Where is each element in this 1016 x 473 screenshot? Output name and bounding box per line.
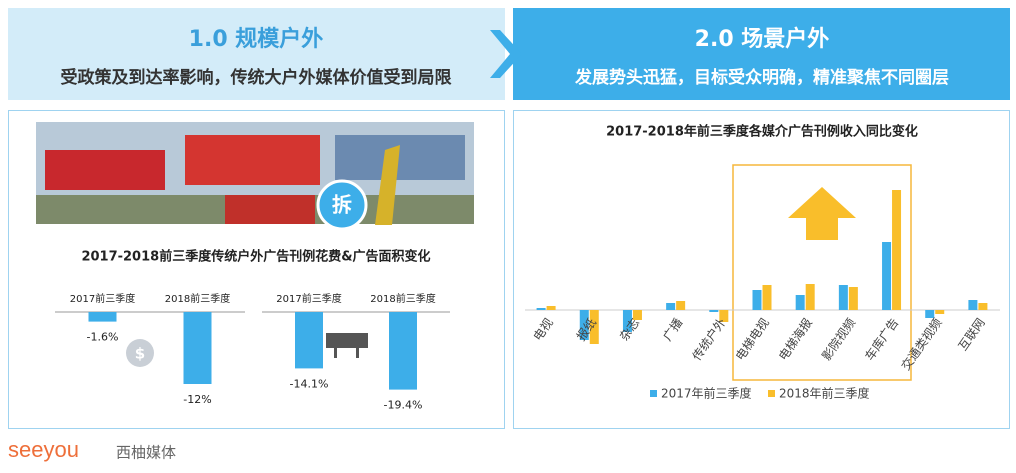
up-arrow xyxy=(788,187,856,240)
money-icon: $ xyxy=(126,339,154,367)
x-tick-label: 传统户外 xyxy=(689,315,729,363)
bar xyxy=(632,310,642,320)
legend-label: 2018年前三季度 xyxy=(779,386,870,401)
right-title: 2.0 场景户外 xyxy=(695,26,830,52)
left-header-bg xyxy=(8,8,505,100)
bar xyxy=(968,300,978,310)
bar xyxy=(719,310,729,322)
bar xyxy=(925,310,935,318)
bar xyxy=(676,301,686,310)
photo xyxy=(36,122,474,225)
bar xyxy=(546,306,556,310)
badge xyxy=(316,179,368,231)
x-tick-label: 影院视频 xyxy=(818,315,858,363)
brand-cn: 西柚媒体 xyxy=(116,444,176,462)
bar xyxy=(882,242,892,310)
bar xyxy=(805,284,815,310)
bar xyxy=(752,290,762,310)
right-subtitle: 发展势头迅猛，目标受众明确，精准聚焦不同圈层 xyxy=(574,67,949,88)
bar xyxy=(295,312,323,369)
right-panel xyxy=(513,110,1010,429)
highlight-box xyxy=(732,164,912,381)
value-label: -19.4% xyxy=(384,399,423,412)
bar xyxy=(536,308,546,310)
x-tick-label: 广播 xyxy=(660,316,685,344)
left-title: 1.0 规模户外 xyxy=(189,26,324,52)
chart-title: 2017-2018年前三季度各媒介广告刊例收入同比变化 xyxy=(606,124,918,140)
x-tick-label: 交通类视频 xyxy=(898,315,945,373)
value-label: -14.1% xyxy=(290,377,329,390)
bar xyxy=(666,303,676,310)
legend-swatch xyxy=(768,390,775,397)
bar xyxy=(848,287,858,310)
bar xyxy=(838,285,848,310)
x-tick-label: 车库广告 xyxy=(862,315,902,363)
bar xyxy=(389,312,417,390)
bar xyxy=(795,295,805,310)
x-tick-label: 电梯海报 xyxy=(775,315,815,363)
bar xyxy=(183,312,212,384)
value-label: -1.6% xyxy=(87,331,119,344)
legend-swatch xyxy=(650,390,657,397)
category-label: 2017前三季度 xyxy=(276,292,341,305)
left-subtitle: 受政策及到达率影响，传统大户外媒体价值受到局限 xyxy=(61,67,452,88)
badge-text: 拆 xyxy=(332,193,352,217)
value-label: -12% xyxy=(183,393,211,406)
bar xyxy=(978,303,988,310)
bar xyxy=(589,310,599,344)
bar xyxy=(892,190,902,310)
bar xyxy=(622,310,632,332)
bar xyxy=(709,310,719,312)
category-label: 2018前三季度 xyxy=(165,292,230,305)
category-label: 2018前三季度 xyxy=(370,292,435,305)
left-panel xyxy=(8,110,505,429)
category-label: 2017前三季度 xyxy=(70,292,135,305)
svg-text:$: $ xyxy=(135,345,145,363)
bar xyxy=(762,285,772,310)
x-tick-label: 电视 xyxy=(530,315,556,343)
bar xyxy=(579,310,589,340)
right-header-bg xyxy=(513,8,1010,100)
legend-label: 2017年前三季度 xyxy=(661,386,752,401)
bar xyxy=(88,312,117,322)
bar xyxy=(935,310,945,314)
arrow-chevron xyxy=(490,30,522,78)
x-tick-label: 互联网 xyxy=(956,316,988,354)
x-tick-label: 电梯电视 xyxy=(732,315,772,363)
brand: seeyou xyxy=(8,437,79,462)
billboard-icon xyxy=(326,333,368,358)
chart-title: 2017-2018前三季度传统户外广告刊例花费&广告面积变化 xyxy=(81,249,430,265)
